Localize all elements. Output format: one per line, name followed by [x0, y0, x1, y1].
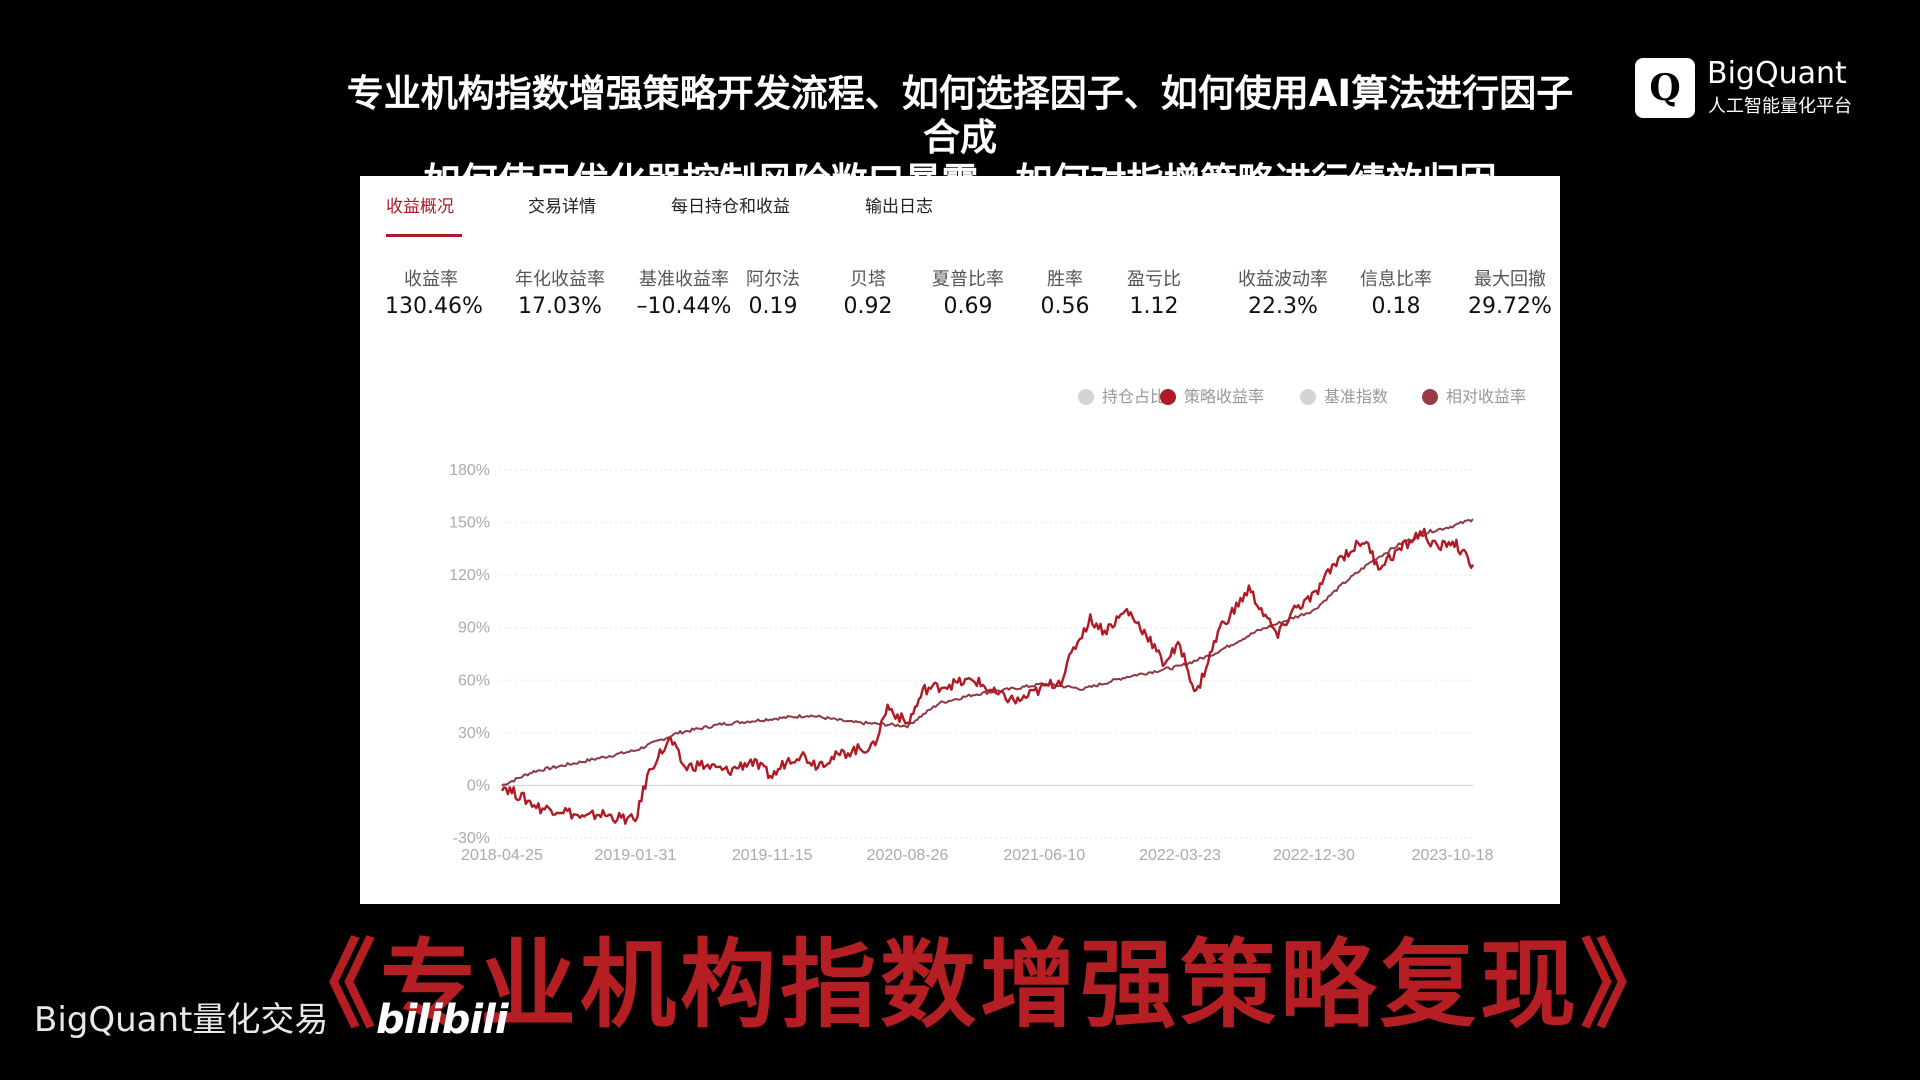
metric-value: 22.3% [1248, 294, 1318, 319]
active-tab-indicator [386, 234, 462, 237]
legend-item-relative-return[interactable]: 相对收益率 [1422, 386, 1526, 408]
result-tabs: 收益概况 交易详情 每日持仓和收益 输出日志 [360, 176, 1560, 240]
metrics-row: 收益率 130.46% 年化收益率 17.03% 基准收益率 –10.44% 阿… [360, 268, 1560, 328]
y-tick-label: 60% [458, 672, 490, 689]
legend-item-strategy-return[interactable]: 策略收益率 [1160, 386, 1264, 408]
metric-beta: 贝塔 0.92 [843, 268, 893, 322]
y-tick-label: 30% [458, 725, 490, 742]
tab-output-log[interactable]: 输出日志 [865, 197, 933, 217]
x-tick-label: 2022-03-23 [1139, 847, 1221, 864]
legend-label: 相对收益率 [1446, 387, 1527, 406]
metric-win-rate: 胜率 0.56 [1040, 268, 1090, 322]
metric-return: 收益率 130.46% [385, 268, 483, 322]
metric-sharpe: 夏普比率 0.69 [928, 268, 1008, 322]
legend-label: 基准指数 [1324, 387, 1389, 406]
headline-line-1: 专业机构指数增强策略开发流程、如何选择因子、如何使用AI算法进行因子合成 [346, 72, 1574, 159]
tab-daily-positions[interactable]: 每日持仓和收益 [671, 197, 790, 217]
logo-q-icon: Q [1649, 67, 1681, 109]
legend-dot-icon [1160, 389, 1176, 405]
legend-dot-icon [1078, 389, 1094, 405]
metric-annual-return: 年化收益率 17.03% [514, 268, 606, 322]
metric-label: 信息比率 [1360, 269, 1432, 290]
x-tick-label: 2023-10-18 [1412, 847, 1494, 864]
tab-trade-details[interactable]: 交易详情 [528, 197, 596, 217]
x-tick-label: 2022-12-30 [1273, 847, 1355, 864]
metric-label: 胜率 [1047, 269, 1083, 290]
video-big-title: 《专业机构指数增强策略复现》 [280, 929, 1680, 1041]
metric-label: 阿尔法 [746, 269, 800, 290]
x-tick-label: 2019-01-31 [595, 847, 677, 864]
x-tick-label: 2018-04-25 [461, 847, 543, 864]
backtest-result-panel: 收益概况 交易详情 每日持仓和收益 输出日志 收益率 130.46% 年化收益率… [360, 176, 1560, 904]
metric-value: 17.03% [518, 294, 602, 319]
legend-dot-icon [1422, 389, 1438, 405]
x-tick-label: 2019-11-15 [732, 847, 813, 864]
metric-value: 0.19 [748, 294, 798, 319]
metric-information-ratio: 信息比率 0.18 [1356, 268, 1436, 322]
metric-label: 基准收益率 [639, 269, 729, 290]
bilibili-watermark: bilibili [376, 997, 509, 1043]
metric-profit-loss-ratio: 盈亏比 1.12 [1122, 268, 1186, 322]
return-line-chart: 180% 150% 120% 90% 60% 30% 0% -30%2018-04-25 201… [449, 462, 1494, 864]
y-tick-label: 0% [467, 777, 490, 794]
legend-dot-icon [1300, 389, 1316, 405]
metric-alpha: 阿尔法 0.19 [743, 268, 803, 322]
logo-tagline: 人工智能量化平台 [1708, 96, 1852, 117]
legend-label: 持仓占比 [1102, 387, 1167, 406]
bigquant-logo-mark: Q [1635, 58, 1695, 118]
metric-label: 最大回撤 [1474, 269, 1546, 290]
metric-label: 夏普比率 [932, 269, 1004, 290]
metric-label: 收益率 [404, 269, 458, 290]
series-line-relative-return [501, 518, 1474, 787]
x-tick-label: 2020-08-26 [867, 847, 949, 864]
metric-label: 年化收益率 [515, 269, 605, 290]
y-tick-label: -30% [453, 830, 490, 847]
legend-item-benchmark-index[interactable]: 基准指数 [1300, 386, 1388, 408]
legend-item-position-ratio[interactable]: 持仓占比 [1078, 386, 1166, 408]
y-tick-label: 150% [449, 515, 490, 532]
metric-max-drawdown: 最大回撤 29.72% [1466, 268, 1554, 322]
y-tick-label: 120% [449, 567, 490, 584]
metric-volatility: 收益波动率 22.3% [1235, 268, 1331, 322]
series-line-strategy-return [500, 527, 1475, 825]
x-tick-label: 2021-06-10 [1003, 847, 1085, 864]
chart-legend: 持仓占比 策略收益率 基准指数 相对收益率 [360, 386, 1560, 412]
metric-value: 1.12 [1129, 294, 1179, 319]
metric-label: 盈亏比 [1127, 269, 1181, 290]
y-tick-label: 180% [449, 462, 490, 479]
metric-value: –10.44% [636, 294, 732, 319]
metric-label: 贝塔 [850, 269, 886, 290]
metric-value: 0.56 [1040, 294, 1090, 319]
channel-watermark: BigQuant量化交易 [34, 1000, 329, 1040]
tab-return-overview[interactable]: 收益概况 [386, 197, 454, 217]
logo-brand-name: BigQuant [1707, 56, 1847, 91]
metric-value: 0.69 [943, 294, 993, 319]
metric-value: 130.46% [385, 294, 483, 319]
metric-benchmark-return: 基准收益率 –10.44% [636, 268, 732, 322]
y-tick-label: 90% [458, 620, 490, 637]
metric-label: 收益波动率 [1238, 269, 1328, 290]
metric-value: 0.92 [843, 294, 893, 319]
metric-value: 29.72% [1468, 294, 1552, 319]
metric-value: 0.18 [1371, 294, 1421, 319]
legend-label: 策略收益率 [1184, 387, 1265, 406]
